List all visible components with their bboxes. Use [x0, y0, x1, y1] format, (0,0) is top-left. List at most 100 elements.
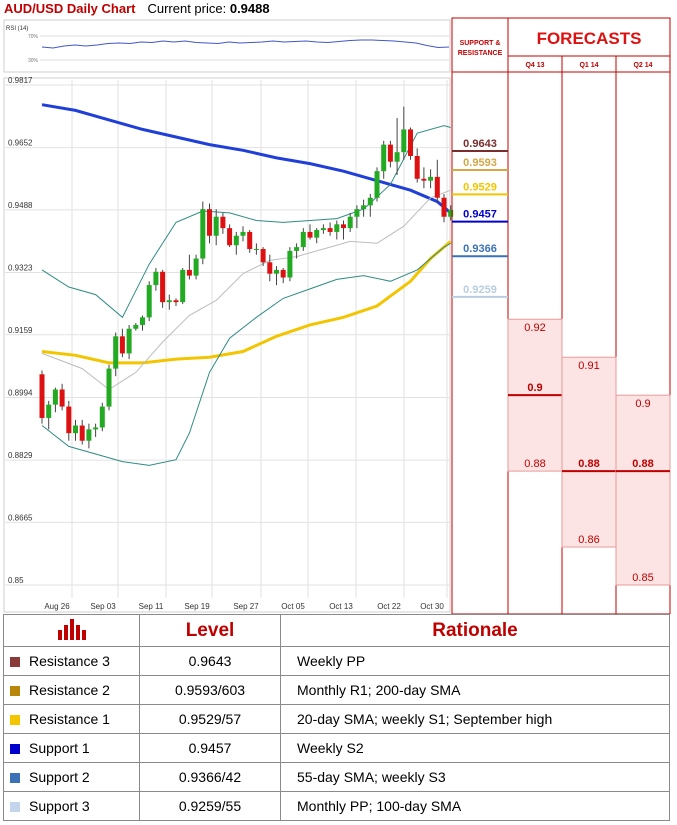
table-header-row: Level Rationale [3, 614, 670, 647]
forecast-band [561, 356, 617, 548]
candle-body [394, 152, 400, 162]
candle-body [401, 129, 407, 153]
x-tick-label: Sep 11 [139, 602, 164, 611]
candle-body [387, 144, 393, 162]
candle-body [341, 224, 346, 229]
candle-body [166, 300, 172, 303]
candle-body [260, 249, 266, 263]
sr-title: RESISTANCE [458, 50, 503, 57]
y-tick-label: 0.8665 [8, 513, 33, 522]
candle-body [207, 209, 212, 236]
candle-body [66, 406, 72, 434]
rsi-tick-70: 70% [28, 34, 39, 40]
candle-body [267, 262, 273, 274]
y-tick-label: 0.9323 [8, 264, 33, 273]
x-tick-label: Oct 22 [377, 602, 401, 611]
candle-body [374, 171, 380, 198]
candle-body [300, 231, 306, 248]
candle-body [354, 209, 360, 217]
table-row: Resistance 2 0.9593/603 Monthly R1; 200-da… [3, 675, 670, 705]
level-name: Support 2 [29, 769, 90, 785]
indicator-line [41, 242, 451, 466]
y-tick-label: 0.85 [8, 576, 24, 585]
candle-body [314, 230, 320, 238]
indicator-line [41, 240, 452, 365]
candle-body [146, 285, 152, 318]
x-tick-label: Sep 03 [90, 602, 116, 611]
x-tick-label: Sep 19 [184, 602, 210, 611]
level-name-cell: Support 1 [3, 733, 140, 763]
forecast-low-label: 0.86 [578, 534, 599, 546]
candle-body [193, 258, 199, 276]
x-tick-label: Oct 30 [420, 602, 444, 611]
x-tick-label: Oct 05 [281, 602, 305, 611]
current-price-label: Current price: [147, 1, 227, 16]
table-header-level: Level [139, 614, 281, 647]
forecast-high-label: 0.92 [524, 322, 545, 334]
level-name-cell: Resistance 1 [3, 704, 140, 734]
candle-body [428, 176, 434, 181]
candle-body [86, 429, 92, 441]
candle-body [106, 368, 112, 407]
candle-body [73, 425, 78, 434]
forecast-low-label: 0.85 [632, 572, 653, 584]
chart-header: AUD/USD Daily Chart Current price: 0.9488 [4, 0, 270, 18]
candle-body [240, 231, 246, 236]
sr-level-label: 0.9643 [463, 138, 497, 150]
forecast-mid-label: 0.88 [578, 458, 599, 470]
candle-body [361, 205, 367, 210]
level-name: Resistance 1 [29, 711, 110, 727]
x-tick-label: Sep 27 [233, 602, 259, 611]
candle-body [186, 269, 192, 276]
candle-body [233, 235, 239, 246]
indicator-line [41, 189, 451, 391]
candle-body [294, 247, 300, 251]
y-tick-label: 0.9159 [8, 326, 33, 335]
table-header-rationale: Rationale [280, 614, 670, 647]
candle-body [119, 336, 125, 354]
sr-level-label: 0.9457 [463, 209, 497, 221]
candle-body [59, 389, 65, 407]
x-tick-label: Oct 13 [329, 602, 353, 611]
candle-body [113, 336, 119, 369]
candle-body [253, 249, 259, 251]
candle-body [448, 209, 454, 217]
level-rationale: 20-day SMA; weekly S1; September high [280, 704, 670, 734]
level-value: 0.9529/57 [139, 704, 281, 734]
level-rationale: 55-day SMA; weekly S3 [280, 762, 670, 792]
sr-title: SUPPORT & [460, 40, 501, 47]
forecast-high-label: 0.9 [635, 398, 650, 410]
table-row: Resistance 1 0.9529/57 20-day SMA; weekly … [3, 704, 670, 734]
level-rationale: Monthly PP; 100-day SMA [280, 791, 670, 821]
level-value: 0.9593/603 [139, 675, 281, 705]
y-tick-label: 0.9817 [8, 76, 33, 85]
indicator-line [41, 103, 452, 215]
level-value: 0.9643 [139, 646, 281, 676]
y-tick-label: 0.9488 [8, 201, 33, 210]
sr-level-label: 0.9529 [463, 181, 497, 193]
table-row: Support 3 0.9259/55 Monthly PP; 100-day SM… [3, 791, 670, 821]
candle-body [320, 228, 326, 231]
candle-body [441, 197, 447, 217]
sr-level-label: 0.9593 [463, 157, 497, 169]
sr-panel-frame [451, 17, 671, 614]
level-name: Resistance 2 [29, 682, 110, 698]
table-header-icon-cell [3, 614, 140, 647]
price-panel-frame [3, 77, 451, 613]
candle-body [99, 406, 105, 428]
x-tick-label: Aug 26 [44, 602, 70, 611]
candle-body [39, 374, 45, 418]
chart-title: AUD/USD Daily Chart [4, 1, 136, 16]
forecast-low-label: 0.88 [524, 458, 545, 470]
level-rationale: Weekly S2 [280, 733, 670, 763]
chart-area: RSI (14)70% 30% 0.9817 0.9652 0.9488 0.9323 0.… [3, 17, 671, 614]
sr-level-label: 0.9259 [463, 284, 497, 296]
candle-body [93, 427, 99, 430]
candle-body [140, 317, 145, 325]
candle-body [220, 216, 226, 229]
indicator-line [41, 125, 451, 319]
level-rationale: Monthly R1; 200-day SMA [280, 675, 670, 705]
candle-body [52, 389, 58, 405]
table-row: Support 1 0.9457 Weekly S2 [3, 733, 670, 763]
candle-body [414, 155, 420, 179]
